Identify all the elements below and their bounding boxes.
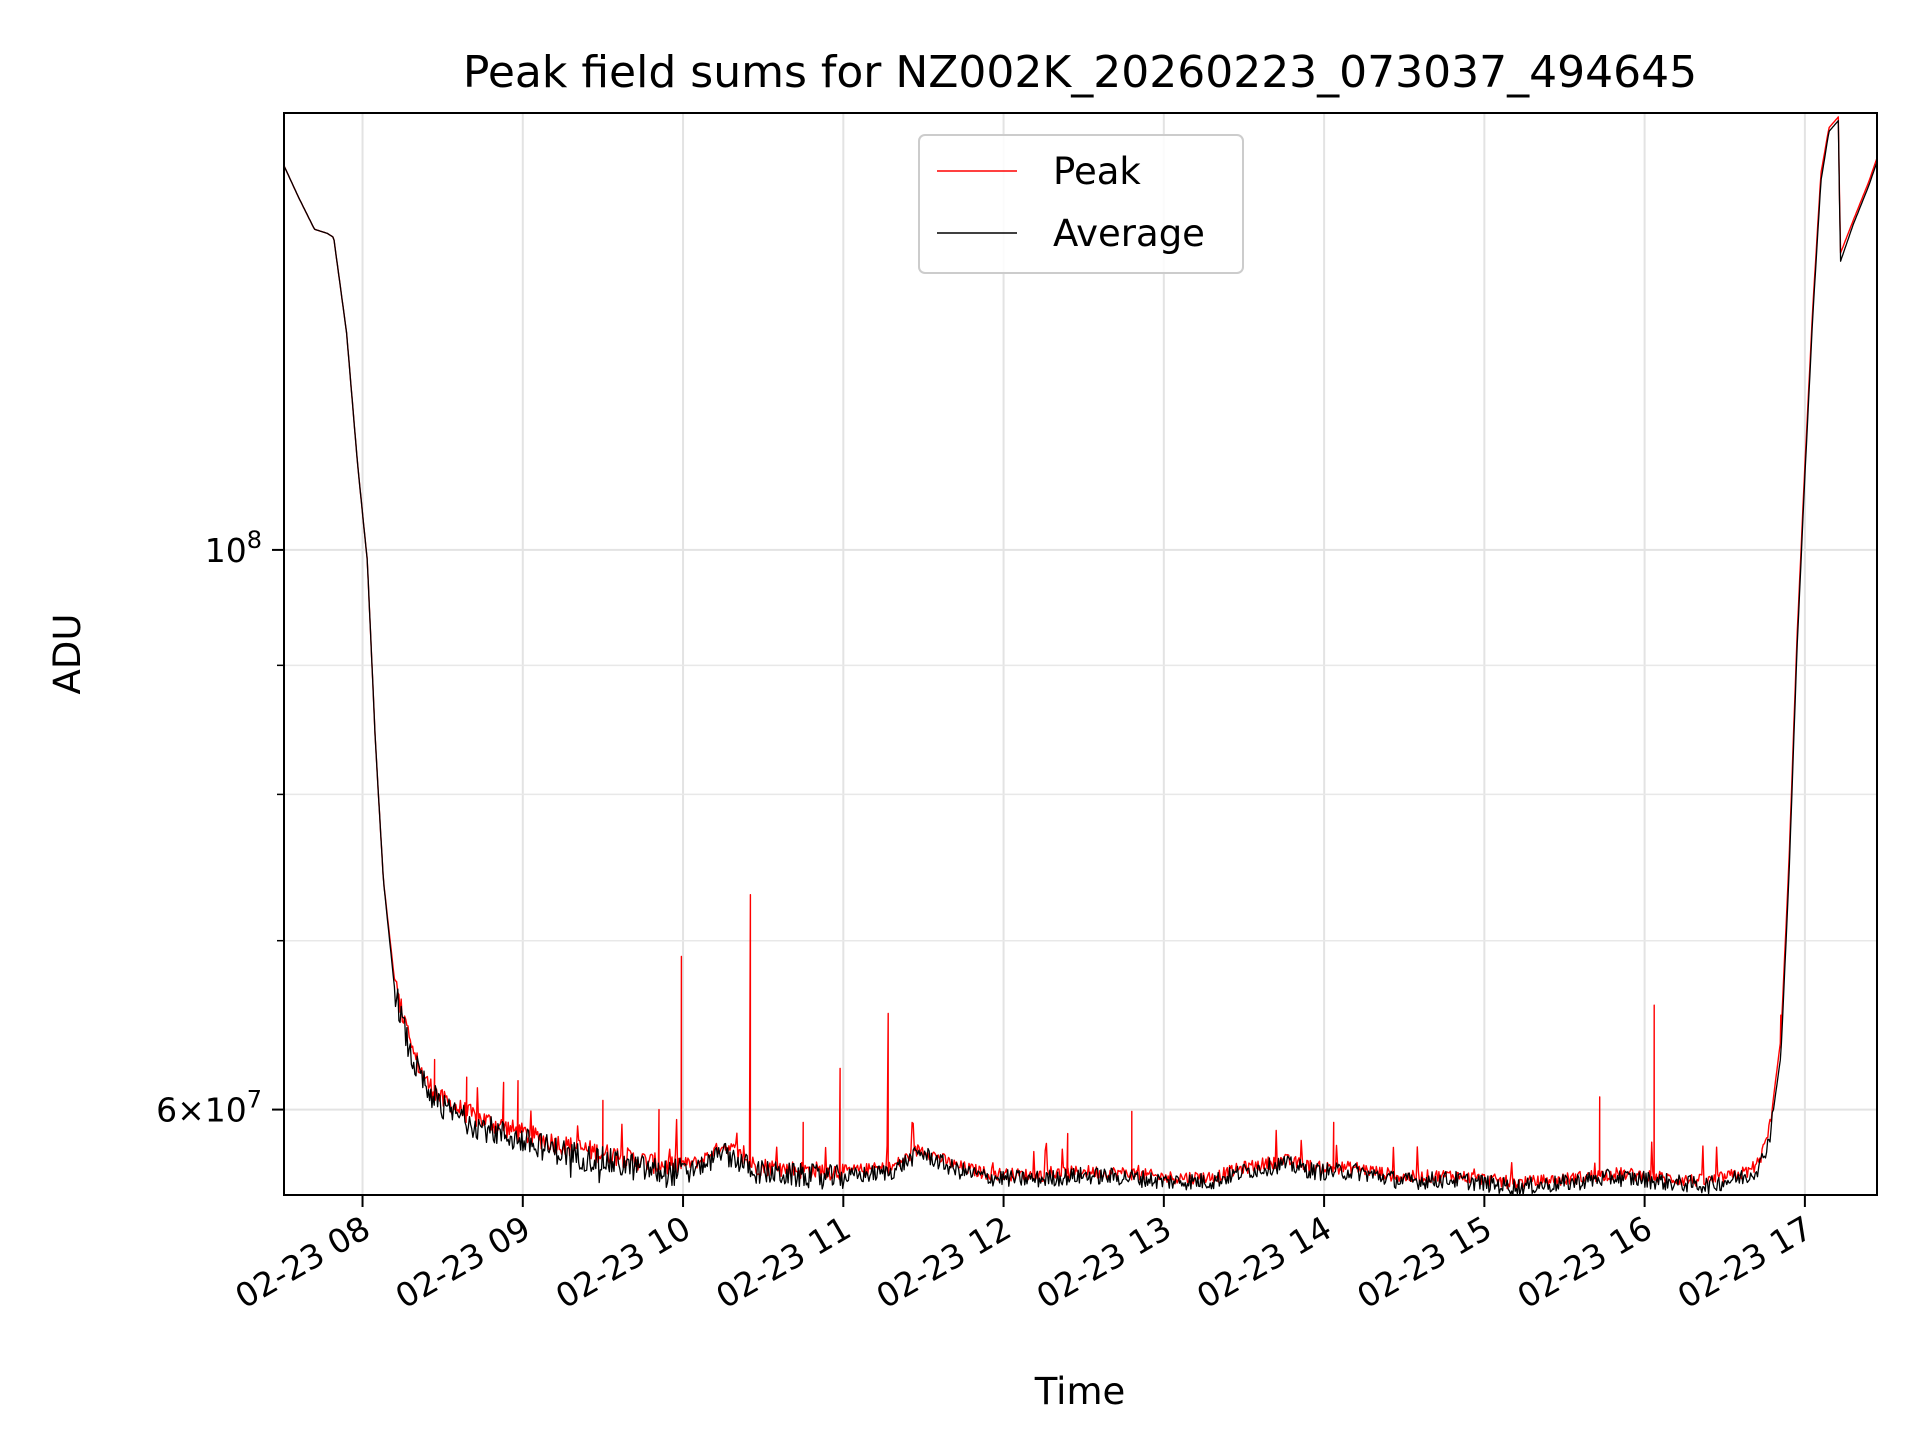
gridlines (284, 113, 1877, 1195)
y-tick-label-base: 10 (205, 531, 247, 570)
y-tick-label: 6×107 (156, 1086, 262, 1130)
average-series-line (283, 119, 1878, 1196)
legend: Peak Average (918, 134, 1244, 274)
y-tick-label: 108 (205, 526, 262, 570)
y-axis-label: ADU (46, 614, 89, 695)
y-tick-label-base: 6×10 (156, 1091, 247, 1130)
plot-area-frame (283, 112, 1878, 1196)
legend-average-label: Average (1053, 212, 1205, 255)
chart-title: Peak field sums for NZ002K_20260223_0730… (463, 47, 1697, 98)
y-tick-label-exponent: 7 (247, 1086, 262, 1114)
y-tick-label-exponent: 8 (247, 526, 262, 554)
legend-box (918, 134, 1244, 274)
legend-peak-label: Peak (1053, 150, 1141, 193)
x-axis-label: Time (1034, 1370, 1126, 1413)
data-series (283, 116, 1878, 1196)
